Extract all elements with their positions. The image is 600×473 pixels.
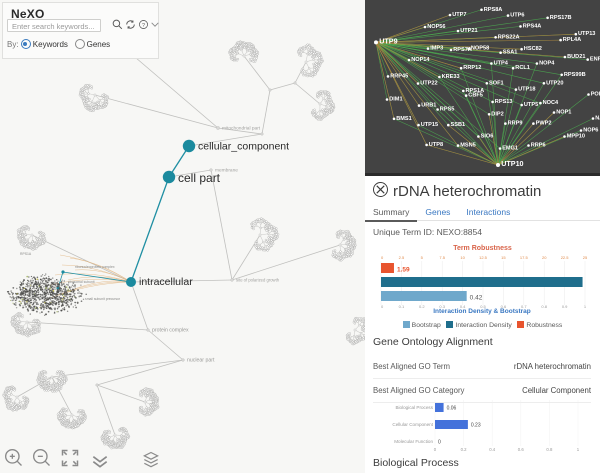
svg-text:protein complex: protein complex [152,328,189,334]
svg-text:nuclear part: nuclear part [187,358,215,364]
svg-text:mitochondrial part: mitochondrial part [222,126,261,132]
svg-text:site of polarized growth: site of polarized growth [236,278,280,283]
